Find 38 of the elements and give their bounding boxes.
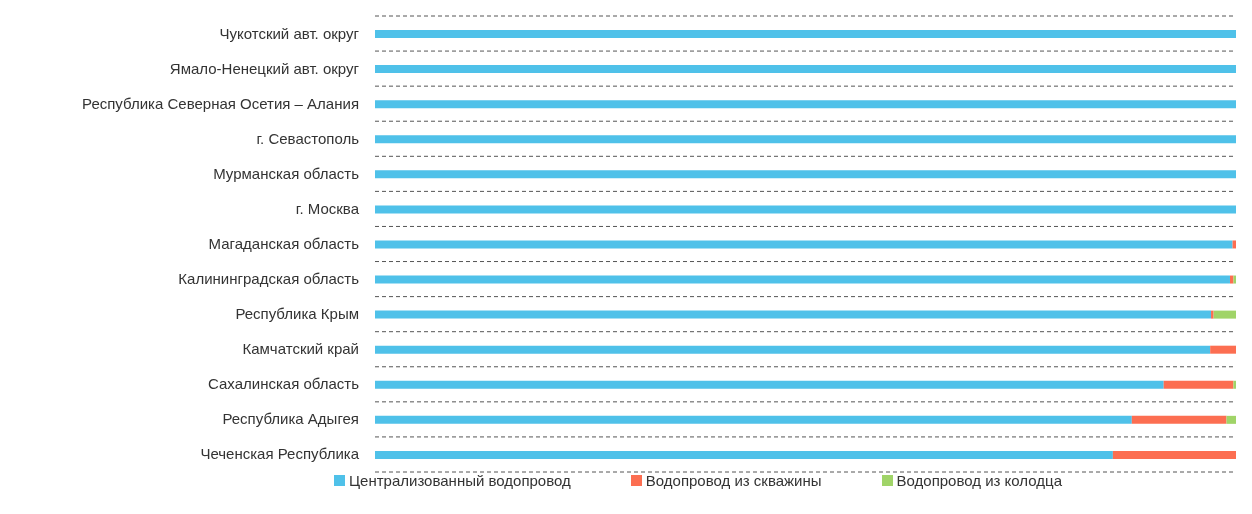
bar [375, 30, 1236, 38]
bar [1163, 380, 1234, 389]
bar [375, 240, 1233, 249]
y-tick-label: Республика Крым [235, 305, 359, 323]
bar [375, 450, 1113, 459]
bar [375, 205, 1236, 214]
y-tick-label: Республика Адыгея [222, 410, 359, 428]
bar [1233, 380, 1236, 389]
y-tick-label: Мурманская область [213, 164, 360, 182]
legend-label: Водопровод из колодца [895, 472, 1062, 489]
y-tick-label: Республика Северная Осетия – Алания [82, 94, 359, 112]
bar [1233, 275, 1236, 284]
bar [1211, 310, 1214, 319]
legend-label: Водопровод из скважины [644, 472, 822, 489]
legend-label: Централизованный водопровод [348, 472, 571, 489]
bar [375, 345, 1211, 354]
y-tick-label: Сахалинская область [208, 375, 360, 393]
y-tick-label: Чукотский авт. округ [219, 24, 360, 42]
bar [375, 275, 1230, 284]
y-tick-label: Камчатский край [242, 340, 359, 358]
bar [375, 100, 1236, 109]
bar [1131, 415, 1227, 424]
bar [375, 310, 1212, 319]
bar [1112, 450, 1236, 459]
y-tick-label: Калининградская область [178, 270, 360, 288]
bar [375, 380, 1164, 389]
bar [375, 65, 1236, 74]
bar [375, 135, 1236, 144]
y-tick-label: Ямало-Ненецкий авт. округ [169, 59, 360, 77]
y-tick-label: Магаданская область [208, 235, 360, 252]
bar [1226, 415, 1236, 424]
y-tick-label: г. Москва [295, 199, 360, 217]
bar [375, 415, 1132, 424]
bar [1213, 310, 1236, 319]
bar [1210, 345, 1236, 354]
y-tick-label: Чеченская Республика [200, 445, 360, 463]
y-tick-label: г. Севастополь [256, 129, 360, 147]
bar [375, 170, 1236, 179]
